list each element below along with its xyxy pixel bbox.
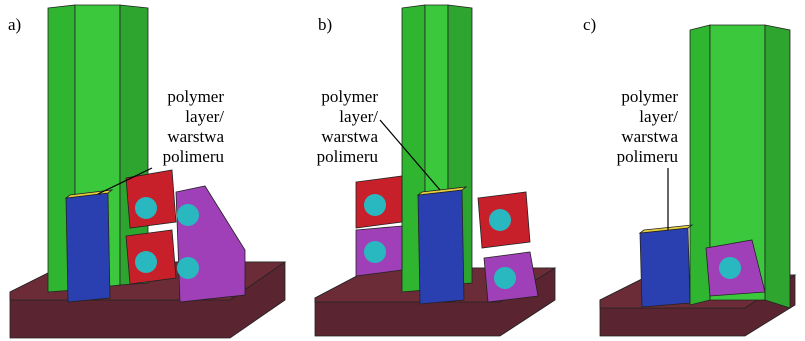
annotation-line: layer/ <box>339 107 378 126</box>
bolt <box>135 251 157 273</box>
annotation-line: layer/ <box>185 107 224 126</box>
blue-plate <box>66 193 110 302</box>
page: a) polymer layer/ warstwa polimeru b) po… <box>0 0 805 341</box>
panel-c: c) polymer layer/ warstwa polimeru <box>583 15 795 336</box>
blue-plate <box>640 228 690 307</box>
annotation-line: polymer <box>167 87 224 106</box>
purple-gusset <box>176 186 245 302</box>
bolt <box>494 267 516 289</box>
annotation-line: polimeru <box>317 147 379 166</box>
panel-b: b) polymer layer/ warstwa polimeru <box>315 5 555 336</box>
bolt <box>719 257 741 279</box>
bolt <box>364 194 386 216</box>
annotation-line: polimeru <box>617 147 679 166</box>
figure: a) polymer layer/ warstwa polimeru b) po… <box>0 0 805 341</box>
panel-a: a) polymer layer/ warstwa polimeru <box>8 5 285 338</box>
annotation-line: warstwa <box>321 127 378 146</box>
bolt <box>177 204 199 226</box>
bolt <box>489 209 511 231</box>
annotation-line: polimeru <box>163 147 225 166</box>
annotation-line: polymer <box>321 87 378 106</box>
bolt <box>177 257 199 279</box>
blue-plate <box>418 190 464 304</box>
panel-label: c) <box>583 15 596 34</box>
annotation-line: polymer <box>621 87 678 106</box>
annotation-line: layer/ <box>639 107 678 126</box>
column-flange <box>765 25 790 308</box>
panel-label: a) <box>8 15 21 34</box>
annotation-line: warstwa <box>621 127 678 146</box>
annotation-line: warstwa <box>167 127 224 146</box>
bolt <box>364 241 386 263</box>
panel-label: b) <box>318 15 332 34</box>
bolt <box>135 197 157 219</box>
